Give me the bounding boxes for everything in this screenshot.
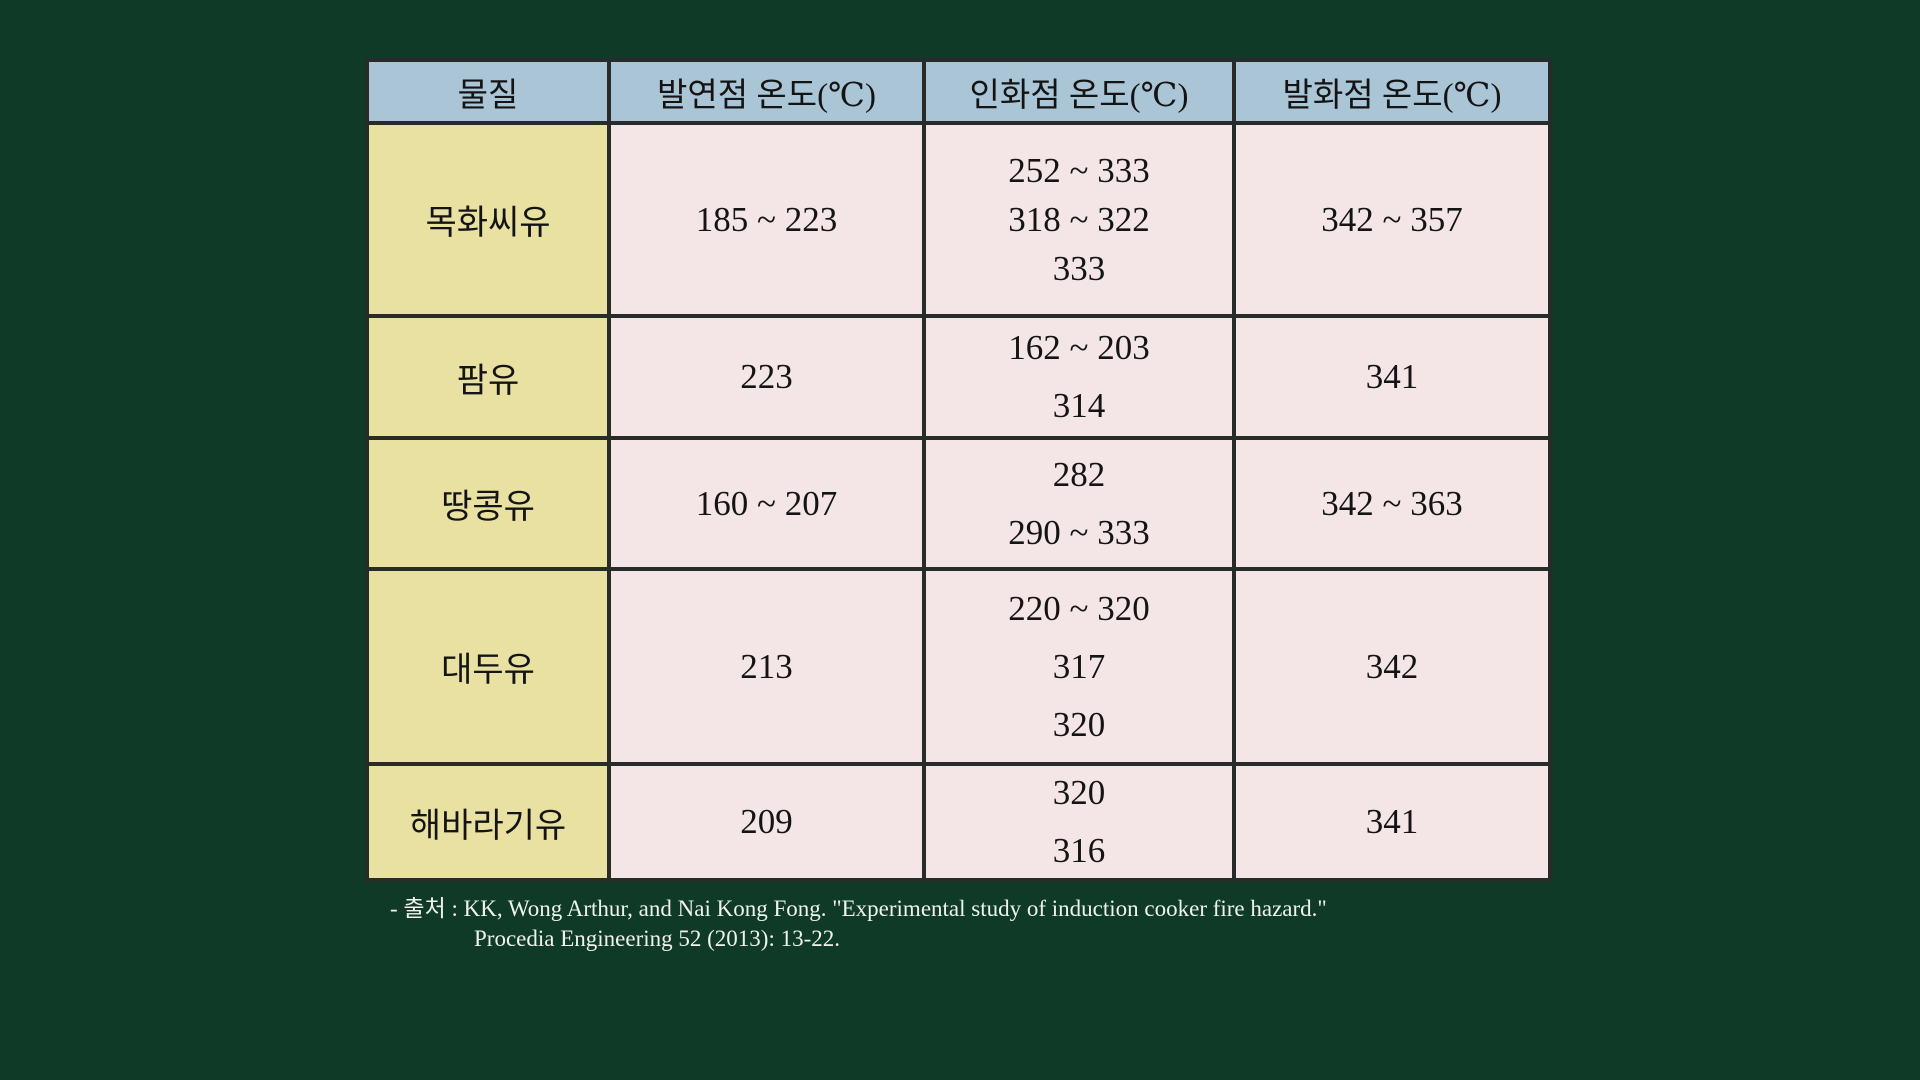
substance-cell: 대두유: [369, 571, 607, 762]
flash-point-cell: 320 316: [926, 766, 1232, 878]
value-line: 314: [1052, 386, 1106, 425]
citation: - 출처 : KK, Wong Arthur, and Nai Kong Fon…: [390, 894, 1327, 954]
value-line: 320: [1052, 773, 1106, 812]
value-line: 290 ~ 333: [1008, 512, 1150, 552]
fire-point-cell: 341: [1236, 318, 1548, 436]
smoke-point-cell: 160 ~ 207: [611, 440, 922, 567]
value-line: 220 ~ 320: [1008, 588, 1150, 628]
flash-point-cell: 162 ~ 203 314: [926, 318, 1232, 436]
smoke-point-cell: 223: [611, 318, 922, 436]
value-line: 162 ~ 203: [1008, 328, 1150, 367]
substance-cell: 해바라기유: [369, 766, 607, 878]
smoke-point-cell: 185 ~ 223: [611, 125, 922, 314]
value-line: 320: [1052, 704, 1106, 744]
citation-line-2: Procedia Engineering 52 (2013): 13-22.: [474, 926, 840, 951]
flash-point-cell: 252 ~ 333 318 ~ 322 333: [926, 125, 1232, 314]
fire-point-cell: 342 ~ 357: [1236, 125, 1548, 314]
value-line: 316: [1052, 831, 1106, 870]
header-cell-fire-point: 발화점 온도(℃): [1236, 62, 1548, 121]
smoke-point-cell: 213: [611, 571, 922, 762]
value-line: 282: [1052, 454, 1106, 494]
substance-cell: 팜유: [369, 318, 607, 436]
substance-cell: 땅콩유: [369, 440, 607, 567]
flash-point-cell: 282 290 ~ 333: [926, 440, 1232, 567]
citation-line-1: - 출처 : KK, Wong Arthur, and Nai Kong Fon…: [390, 896, 1327, 921]
header-cell-smoke-point: 발연점 온도(℃): [611, 62, 922, 121]
value-line: 252 ~ 333: [1008, 151, 1150, 190]
substance-cell: 목화씨유: [369, 125, 607, 314]
value-line: 333: [1052, 249, 1106, 288]
oil-fire-point-table: 물질 발연점 온도(℃) 인화점 온도(℃) 발화점 온도(℃) 목화씨유 18…: [365, 58, 1552, 882]
smoke-point-cell: 209: [611, 766, 922, 878]
header-cell-flash-point: 인화점 온도(℃): [926, 62, 1232, 121]
fire-point-cell: 342 ~ 363: [1236, 440, 1548, 567]
fire-point-cell: 341: [1236, 766, 1548, 878]
fire-point-cell: 342: [1236, 571, 1548, 762]
header-cell-substance: 물질: [369, 62, 607, 121]
value-line: 317: [1052, 646, 1106, 686]
value-line: 318 ~ 322: [1008, 200, 1150, 239]
flash-point-cell: 220 ~ 320 317 320: [926, 571, 1232, 762]
